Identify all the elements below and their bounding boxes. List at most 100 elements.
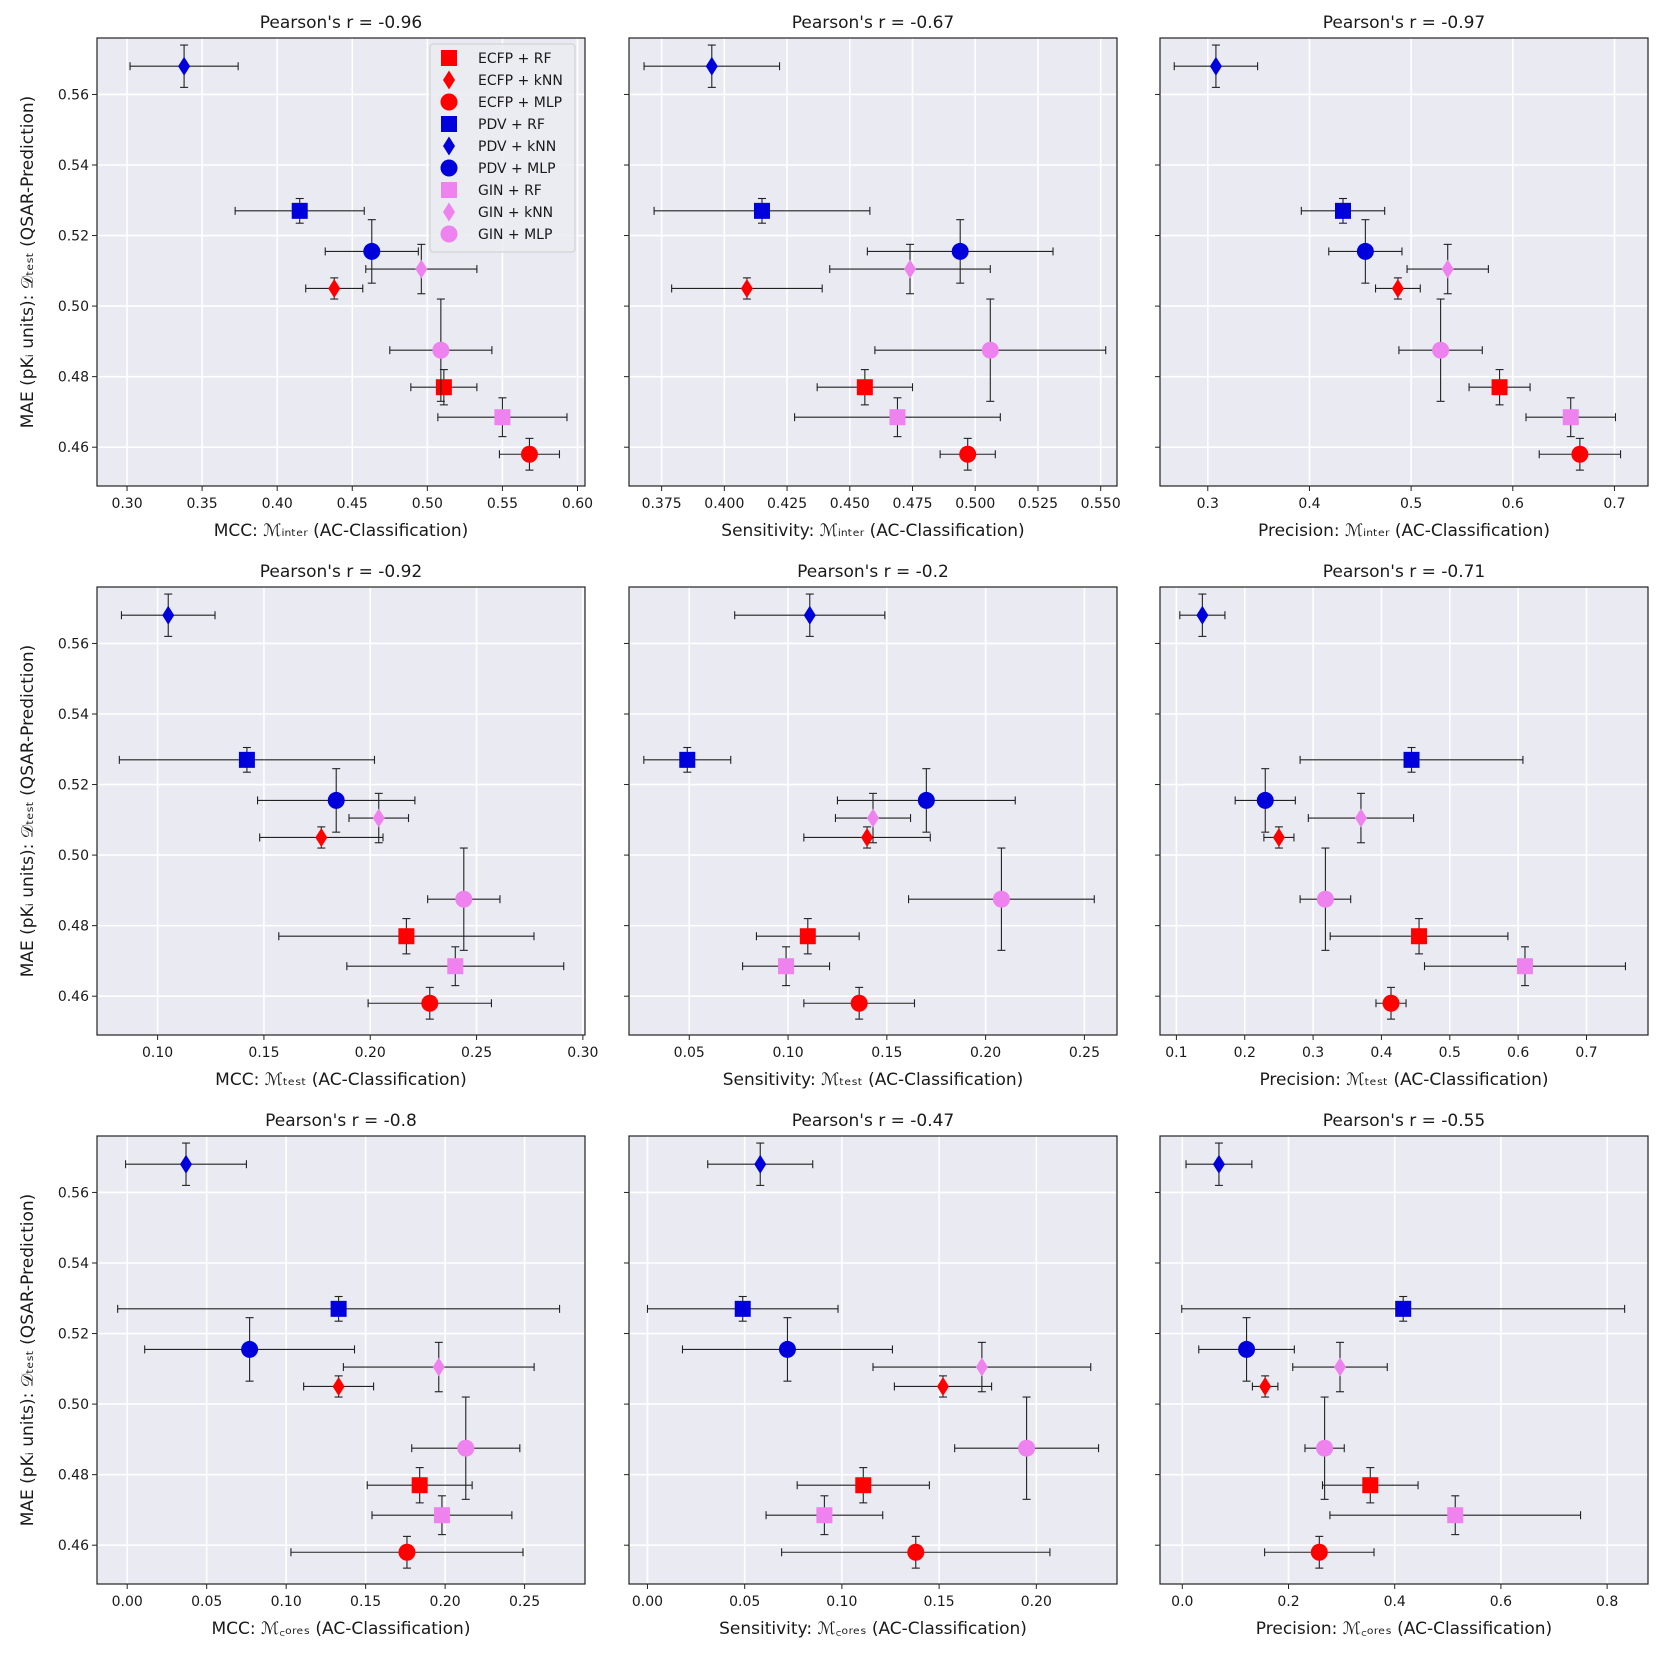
x-tick-label: 0.550 — [1081, 496, 1121, 512]
marker-pdv-rf — [291, 202, 308, 219]
point-ecfp-knn — [1251, 1375, 1279, 1398]
x-tick-label: 0.1 — [1165, 1045, 1187, 1061]
marker-ecfp-rf — [855, 1477, 872, 1494]
point-pdv-rf — [1300, 197, 1386, 224]
legend-marker-pdv-knn — [443, 136, 455, 156]
legend-entry-gin-knn: GIN + kNN — [443, 202, 553, 222]
y-tick-label: 0.52 — [58, 778, 89, 794]
marker-pdv-mlp — [917, 791, 935, 809]
marker-ecfp-knn — [328, 278, 341, 298]
y-tick-label: 0.48 — [58, 1468, 89, 1484]
y-tick-label: 0.52 — [58, 229, 89, 245]
point-pdv-mlp — [1198, 1317, 1295, 1382]
x-tick-label: 0.8 — [1596, 1594, 1618, 1610]
point-gin-rf — [346, 946, 565, 987]
marker-gin-knn — [415, 259, 428, 279]
marker-gin-rf — [447, 958, 464, 975]
subplot-title: Pearson's r = -0.2 — [797, 562, 949, 582]
point-gin-mlp — [411, 1396, 521, 1500]
plot-frame — [96, 586, 586, 1036]
x-tick-label: 0.525 — [1018, 496, 1058, 512]
marker-pdv-knn — [162, 605, 175, 625]
legend-box — [429, 43, 576, 253]
marker-gin-rf — [494, 409, 511, 426]
plot-area — [1160, 1136, 1648, 1584]
marker-ecfp-rf — [1491, 379, 1508, 396]
subplot-8: 0.00 0.05 0.10 0.15 0.20 Pearson's r = -0.47 S… — [624, 1111, 1118, 1639]
x-tick-label: 0.40 — [262, 496, 293, 512]
point-gin-knn — [365, 243, 478, 295]
marker-gin-knn — [432, 1357, 445, 1377]
marker-gin-mlp — [992, 890, 1010, 908]
x-tick-label: 0.15 — [248, 1045, 279, 1061]
x-tick-label: 0.425 — [767, 496, 807, 512]
x-tick-label: 0.60 — [562, 496, 593, 512]
marker-pdv-mlp — [778, 1340, 796, 1358]
x-tick-label: 0.5 — [1439, 1045, 1461, 1061]
point-ecfp-knn — [671, 277, 823, 300]
plot-frame — [628, 1135, 1118, 1585]
x-tick-label: 0.30 — [111, 496, 142, 512]
subplot-7: 0.00 0.05 0.10 0.15 0.20 0.25 0.46 0.48 0.50 0.52… — [18, 1111, 586, 1639]
point-ecfp-rf — [816, 369, 914, 406]
marker-gin-rf — [778, 958, 795, 975]
y-tick-label: 0.50 — [58, 848, 89, 864]
x-axis-label: Precision: ℳᵢₙₜₑᵣ (AC-Classification) — [1258, 521, 1550, 541]
point-pdv-mlp — [324, 219, 419, 284]
marker-gin-knn — [372, 808, 385, 828]
x-axis-label: Precision: ℳ꜀ₒᵣₑₛ (AC-Classification) — [1256, 1619, 1552, 1639]
x-tick-label: 0.10 — [772, 1045, 803, 1061]
x-tick-label: 0.4 — [1370, 1045, 1392, 1061]
x-tick-label: 0.25 — [461, 1045, 492, 1061]
y-tick-label: 0.48 — [58, 919, 89, 935]
point-pdv-rf — [1181, 1295, 1626, 1322]
legend: ECFP + RF ECFP + kNN ECFP + MLP PDV + RF PDV… — [429, 43, 576, 253]
point-pdv-rf — [646, 1295, 839, 1322]
point-ecfp-rf — [278, 918, 535, 955]
x-tick-label: 0.475 — [892, 496, 932, 512]
marker-pdv-rf — [734, 1300, 751, 1317]
y-tick-label: 0.46 — [58, 989, 89, 1005]
marker-pdv-rf — [679, 751, 696, 768]
marker-pdv-rf — [753, 202, 770, 219]
x-tick-label: 0.6 — [1507, 1045, 1529, 1061]
subplot-5: 0.05 0.10 0.15 0.20 0.25 Pearson's r = -0.2 Se… — [624, 562, 1118, 1090]
marker-ecfp-rf — [435, 379, 452, 396]
point-pdv-mlp — [256, 768, 416, 833]
x-tick-label: 0.500 — [955, 496, 995, 512]
marker-ecfp-mlp — [959, 445, 977, 463]
point-gin-rf — [437, 397, 568, 438]
marker-ecfp-knn — [315, 827, 328, 847]
marker-ecfp-mlp — [907, 1543, 925, 1561]
x-tick-label: 0.400 — [704, 496, 744, 512]
subplot-title: Pearson's r = -0.71 — [1323, 562, 1486, 582]
x-tick-label: 0.6 — [1490, 1594, 1512, 1610]
x-axis-label: MCC: ℳ꜀ₒᵣₑₛ (AC-Classification) — [212, 1619, 471, 1639]
point-pdv-knn — [125, 1142, 247, 1186]
marker-ecfp-rf — [799, 928, 816, 945]
x-tick-label: 0.20 — [970, 1045, 1001, 1061]
x-axis-label: MCC: ℳᵢₙₜₑᵣ (AC-Classification) — [214, 521, 469, 541]
y-tick-label: 0.46 — [58, 440, 89, 456]
point-gin-knn — [834, 792, 912, 844]
y-tick-label: 0.50 — [58, 1397, 89, 1413]
point-ecfp-rf — [366, 1467, 473, 1504]
x-tick-label: 0.7 — [1603, 496, 1625, 512]
marker-ecfp-knn — [740, 278, 753, 298]
point-pdv-rf — [117, 1295, 561, 1322]
marker-gin-rf — [889, 409, 906, 426]
point-gin-knn — [348, 792, 410, 844]
plot-frame — [1159, 37, 1649, 487]
point-gin-rf — [1423, 946, 1626, 987]
x-tick-label: 0.30 — [567, 1045, 598, 1061]
x-tick-label: 0.2 — [1234, 1045, 1256, 1061]
point-pdv-rf — [1299, 746, 1524, 773]
point-ecfp-knn — [1263, 826, 1295, 849]
marker-ecfp-knn — [1259, 1376, 1272, 1396]
x-tick-label: 0.00 — [112, 1594, 143, 1610]
subplot-6: 0.1 0.2 0.3 0.4 0.5 0.6 0.7 Pearson's r = -0.71… — [1155, 562, 1649, 1090]
marker-ecfp-mlp — [520, 445, 538, 463]
x-tick-label: 0.15 — [350, 1594, 381, 1610]
x-tick-label: 0.10 — [826, 1594, 857, 1610]
point-ecfp-mlp — [781, 1535, 1051, 1569]
